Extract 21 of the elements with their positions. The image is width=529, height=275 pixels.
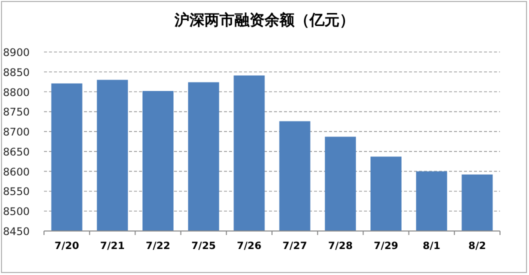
x-tick-label: 7/28 [328, 241, 353, 252]
y-tick-label: 8800 [3, 86, 30, 99]
x-tick-label: 7/26 [236, 241, 262, 252]
y-tick-label: 8500 [3, 206, 30, 218]
y-tick-label: 8450 [3, 226, 30, 238]
y-tick-label: 8550 [3, 186, 30, 198]
y-tick-label: 8850 [3, 66, 30, 79]
x-tick-label: 8/2 [468, 241, 486, 252]
x-tick-label: 7/20 [54, 241, 80, 252]
y-tick-label: 8900 [3, 47, 30, 59]
x-tick-label: 7/22 [146, 241, 170, 252]
chart-title: 沪深两市融资余额（亿元） [174, 11, 354, 29]
y-tick-label: 8650 [3, 146, 30, 158]
x-tick-label: 7/21 [100, 241, 125, 252]
x-tick-label: 8/1 [422, 241, 440, 252]
x-tick-label: 7/27 [282, 241, 308, 252]
x-tick-label: 7/25 [191, 241, 216, 252]
y-tick-label: 8600 [3, 166, 30, 178]
x-tick-label: 7/29 [374, 241, 398, 252]
y-tick-label: 8700 [3, 126, 30, 139]
y-tick-label: 8750 [3, 106, 30, 119]
